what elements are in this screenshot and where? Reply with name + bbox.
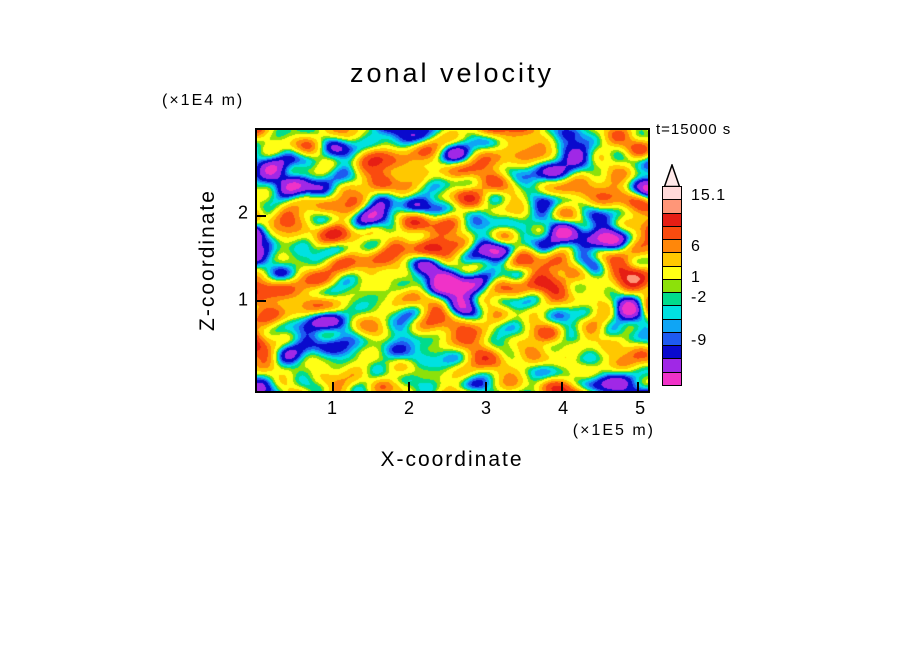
y-tick-label-2: 2 [237, 202, 248, 223]
colorbar-segment [662, 345, 682, 359]
colorbar-label--2: -2 [691, 289, 708, 307]
colorbar-segment [662, 239, 682, 253]
x-tick-label-4: 4 [558, 398, 569, 418]
colorbar-segment [662, 226, 682, 240]
colorbar-label-15.1: 15.1 [691, 186, 727, 204]
colorbar-segment [662, 199, 682, 214]
x-tick-mark [408, 382, 411, 391]
y-axis-label: Z-coordinate [196, 189, 219, 331]
colorbar-overflow-arrow-icon [663, 164, 681, 188]
x-tick-mark [637, 382, 640, 391]
x-tick-labels: 1 2 3 4 5 [255, 398, 650, 420]
x-tick-label-5: 5 [635, 398, 646, 418]
x-tick-mark [484, 382, 487, 391]
colorbar-segment [662, 332, 682, 346]
chart-title: zonal velocity [349, 58, 555, 88]
colorbar-segment [662, 319, 682, 333]
y-axis-unit: (×1E4 m) [162, 92, 245, 109]
colorbar-label--9: -9 [691, 332, 708, 350]
colorbar-segment [662, 372, 682, 386]
x-tick-mark [332, 382, 335, 391]
x-tick-label-3: 3 [481, 398, 492, 418]
colorbar-segment [662, 358, 682, 373]
y-tick-mark [257, 300, 266, 303]
x-tick-mark [560, 382, 563, 391]
contour-field-canvas [257, 130, 648, 391]
y-tick-mark [257, 214, 266, 217]
x-tick-label-2: 2 [404, 398, 415, 418]
colorbar-segment [662, 213, 682, 227]
x-tick-label-1: 1 [327, 398, 338, 418]
colorbar-segment [662, 279, 682, 293]
time-annotation: t=15000 s [656, 121, 732, 138]
x-axis-unit: (×1E5 m) [572, 422, 655, 439]
colorbar-label-6: 6 [691, 237, 701, 255]
colorbar-segment [662, 266, 682, 280]
colorbar-segment [662, 292, 682, 306]
colorbar-segment [662, 252, 682, 267]
colorbar-labels: 15.1 6 1 -2 -9 [691, 186, 761, 385]
colorbar-segment [662, 186, 682, 200]
colorbar [662, 186, 682, 386]
plot-area [255, 128, 650, 393]
y-tick-label-1: 1 [237, 289, 248, 310]
colorbar-segment [662, 305, 682, 320]
x-axis-label: X-coordinate [380, 448, 524, 471]
colorbar-label-1: 1 [691, 268, 701, 286]
